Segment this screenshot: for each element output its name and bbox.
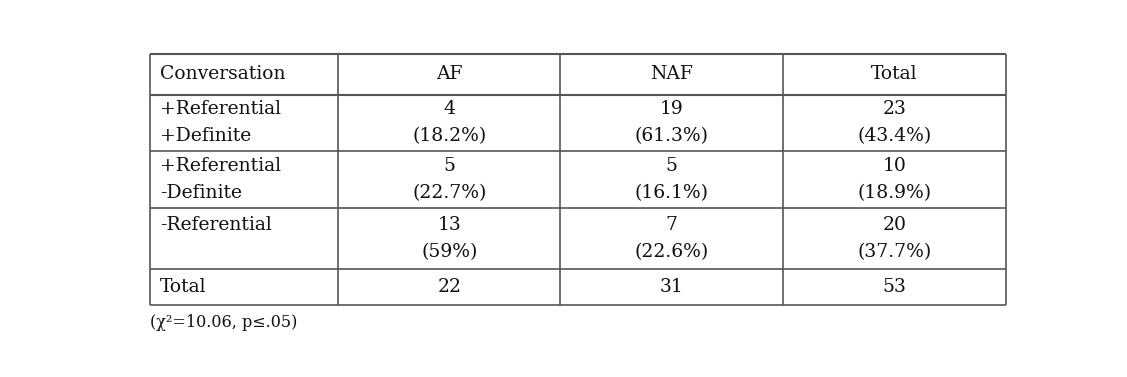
Text: -Referential: -Referential (160, 216, 272, 261)
Text: 4
(18.2%): 4 (18.2%) (412, 100, 487, 146)
Text: NAF: NAF (650, 65, 693, 83)
Text: 31: 31 (660, 278, 684, 296)
Text: Total: Total (160, 278, 206, 296)
Text: 23
(43.4%): 23 (43.4%) (858, 100, 931, 146)
Text: Conversation: Conversation (160, 65, 285, 83)
Text: 13
(59%): 13 (59%) (421, 216, 478, 261)
Text: 20
(37.7%): 20 (37.7%) (858, 216, 931, 261)
Text: 10
(18.9%): 10 (18.9%) (858, 157, 931, 202)
Text: 19
(61.3%): 19 (61.3%) (635, 100, 709, 146)
Text: AF: AF (436, 65, 462, 83)
Text: 7
(22.6%): 7 (22.6%) (635, 216, 709, 261)
Text: 5
(16.1%): 5 (16.1%) (635, 157, 709, 202)
Text: 5
(22.7%): 5 (22.7%) (412, 157, 487, 202)
Text: (χ²=10.06, p≤.05): (χ²=10.06, p≤.05) (150, 314, 298, 331)
Text: Total: Total (871, 65, 917, 83)
Text: 53: 53 (882, 278, 906, 296)
Text: +Referential
+Definite: +Referential +Definite (160, 100, 281, 146)
Text: +Referential
-Definite: +Referential -Definite (160, 157, 281, 202)
Text: 22: 22 (437, 278, 461, 296)
